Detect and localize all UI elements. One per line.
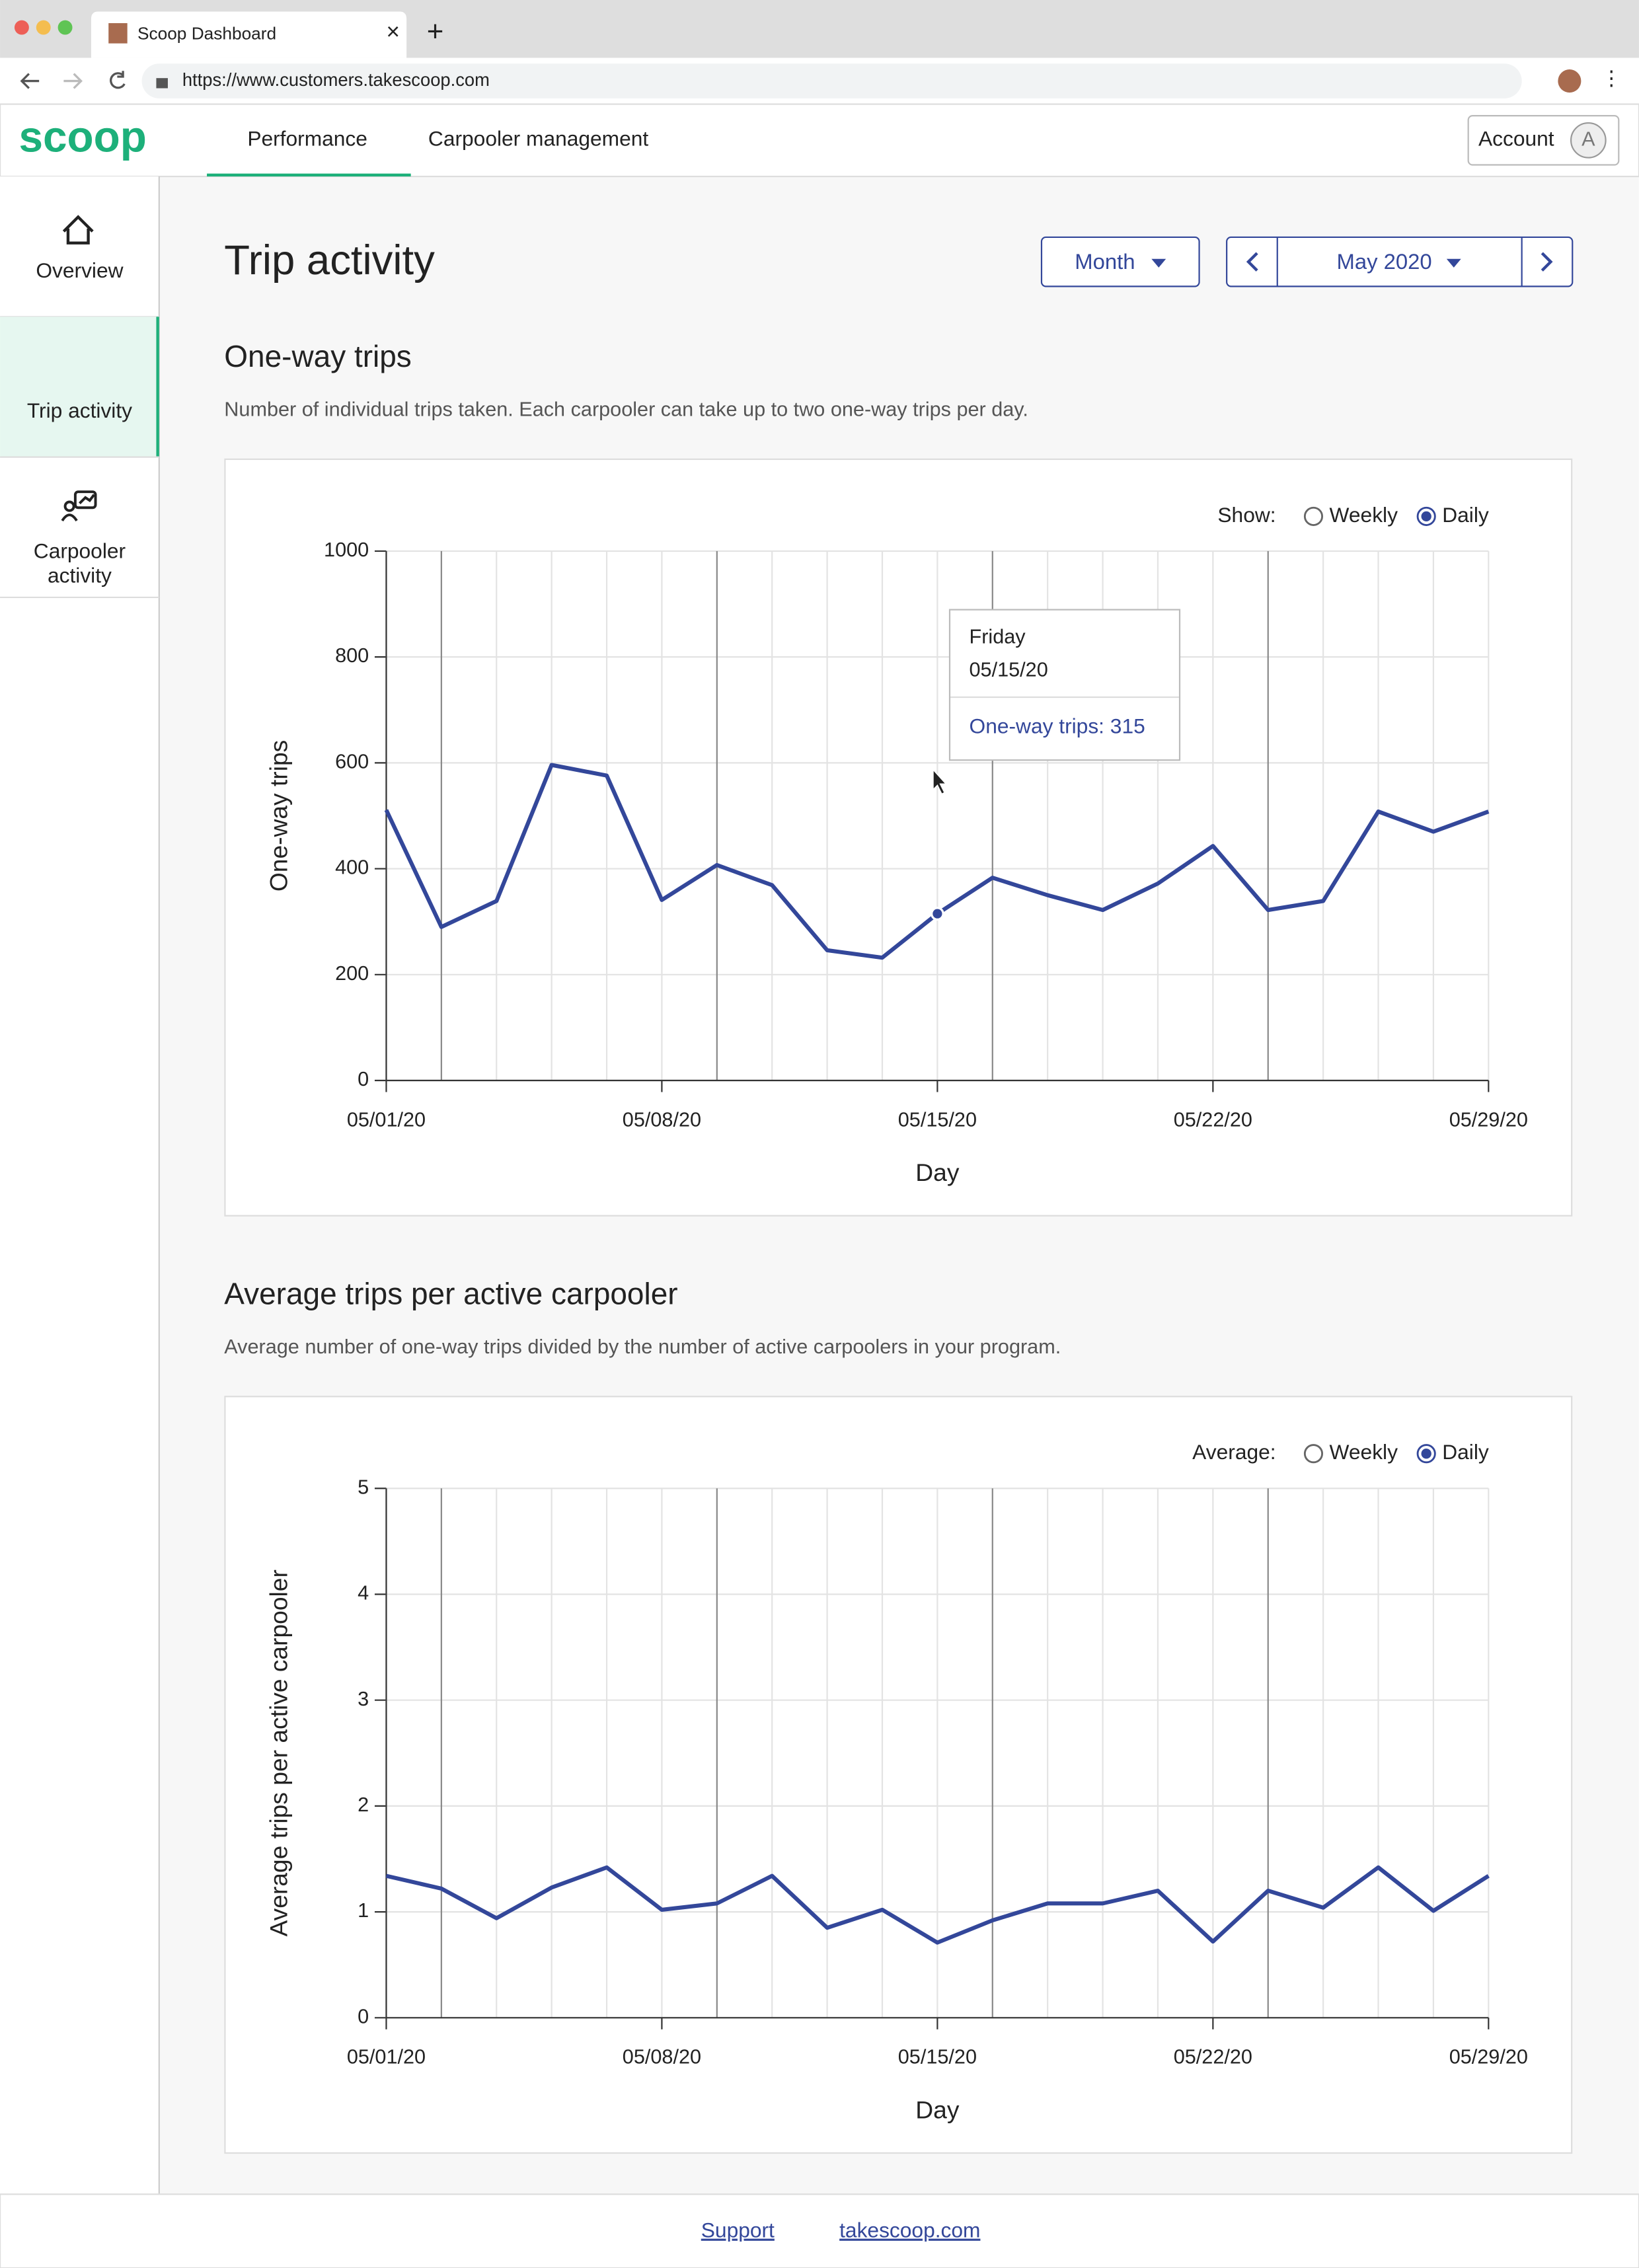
data-line — [385, 1865, 1490, 1945]
section-description: Average number of one-way trips divided … — [224, 1336, 1061, 1358]
highlight-point — [930, 907, 944, 921]
x-tick-label: 05/01/20 — [347, 2046, 426, 2068]
tab[interactable] — [91, 11, 407, 58]
chart-card — [224, 1396, 1573, 2154]
x-tick-label: 05/01/20 — [347, 1108, 426, 1131]
new-tab[interactable]: + — [427, 15, 444, 48]
radio-label[interactable]: Daily — [1442, 503, 1489, 527]
cursor — [932, 768, 948, 795]
x-tick-label: 05/08/20 — [623, 2046, 701, 2068]
toggle-label: Show: — [1217, 503, 1276, 527]
sidebar — [0, 176, 159, 2195]
sidebar-label[interactable]: Trip activity — [27, 398, 132, 422]
y-tick-label: 1000 — [324, 539, 369, 561]
period: Month — [1075, 249, 1135, 274]
x-tick-label: 05/15/20 — [898, 2046, 977, 2068]
tab-title: Scoop Dashboard — [137, 23, 276, 43]
logo[interactable]: scoop — [19, 113, 147, 161]
y-tick-label: 0 — [358, 2005, 369, 2027]
radio-dot — [1421, 1449, 1431, 1459]
tab-close[interactable]: × — [386, 19, 399, 45]
footer-link[interactable]: Support — [701, 2218, 775, 2242]
y-tick-label: 5 — [358, 1476, 369, 1498]
x-tick-label: 05/29/20 — [1449, 1108, 1528, 1131]
footer — [0, 2193, 1639, 2268]
sidebar-label[interactable]: Carpooler — [34, 539, 126, 562]
x-tick-label: 05/15/20 — [898, 1108, 977, 1131]
carpooler-icon — [61, 490, 97, 522]
y-tick-label: 0 — [358, 1068, 369, 1090]
chart-card — [224, 458, 1573, 1217]
reload[interactable] — [110, 71, 126, 89]
next[interactable] — [1541, 252, 1553, 272]
period-button[interactable] — [1040, 236, 1200, 287]
profile[interactable] — [1558, 69, 1582, 93]
radio-label[interactable]: Weekly — [1330, 1440, 1398, 1464]
y-tick-label: 200 — [335, 962, 369, 985]
tooltip-value: One-way trips: 315 — [970, 714, 1145, 737]
section-description: Number of individual trips taken. Each c… — [224, 398, 1028, 421]
avatar-circle — [1570, 122, 1607, 159]
active-tab-underline — [207, 173, 411, 177]
x-axis-label: Day — [915, 1158, 960, 1186]
tooltip-date: 05/15/20 — [970, 659, 1048, 681]
menu[interactable]: ⋮ — [1601, 67, 1622, 89]
account: Account — [1478, 127, 1554, 151]
y-tick-label: 3 — [358, 1688, 369, 1710]
y-tick-label: 4 — [358, 1582, 369, 1605]
avatar: A — [1582, 128, 1595, 150]
header — [0, 103, 1639, 178]
page-title: Trip activity — [224, 237, 435, 284]
y-axis-label: One-way trips — [265, 740, 293, 891]
caret — [1446, 258, 1461, 268]
back[interactable] — [20, 73, 40, 89]
y-tick-label: 1 — [358, 1899, 369, 1922]
x-axis-label: Day — [915, 2096, 960, 2123]
close-dot[interactable] — [14, 20, 29, 35]
footer-link[interactable]: takescoop.com — [839, 2218, 980, 2242]
x-tick-label: 05/22/20 — [1174, 1108, 1252, 1131]
radio-label[interactable]: Daily — [1442, 1440, 1489, 1464]
month: May 2020 — [1336, 249, 1431, 274]
home-icon — [62, 215, 94, 245]
radio[interactable] — [1303, 506, 1324, 526]
active-item — [0, 317, 159, 457]
month-picker[interactable] — [1226, 236, 1574, 287]
radio-dot — [1421, 511, 1431, 522]
url-box[interactable] — [141, 63, 1522, 98]
max-dot[interactable] — [57, 20, 73, 35]
prev[interactable] — [1246, 252, 1258, 272]
toggle-label: Average: — [1192, 1440, 1276, 1464]
tooltip-day: Friday — [970, 625, 1026, 648]
tooltip — [948, 609, 1181, 761]
sidebar-label[interactable]: activity — [48, 564, 112, 587]
favicon — [108, 23, 128, 44]
y-tick-label: 600 — [335, 750, 369, 773]
active-bar — [156, 317, 159, 457]
radio[interactable] — [1303, 1444, 1324, 1464]
y-axis-label: Average trips per active carpooler — [265, 1569, 293, 1936]
url: https://www.customers.takescoop.com — [182, 69, 490, 90]
section-heading: Average trips per active carpooler — [224, 1276, 677, 1310]
section-heading: One-way trips — [224, 339, 411, 373]
radio-label[interactable]: Weekly — [1330, 503, 1398, 527]
x-tick-label: 05/08/20 — [623, 1108, 701, 1131]
x-tick-label: 05/29/20 — [1449, 2046, 1528, 2068]
y-tick-label: 400 — [335, 856, 369, 879]
forward[interactable] — [63, 73, 83, 89]
min-dot[interactable] — [36, 20, 51, 35]
nav-tab[interactable]: Performance — [247, 127, 367, 151]
y-tick-label: 800 — [335, 644, 369, 667]
lock — [156, 78, 168, 89]
sidebar-label[interactable]: Overview — [36, 258, 123, 282]
nav-tab[interactable]: Carpooler management — [428, 127, 648, 151]
y-tick-label: 2 — [358, 1794, 369, 1816]
caret — [1151, 258, 1166, 268]
x-tick-label: 05/22/20 — [1174, 2046, 1252, 2068]
